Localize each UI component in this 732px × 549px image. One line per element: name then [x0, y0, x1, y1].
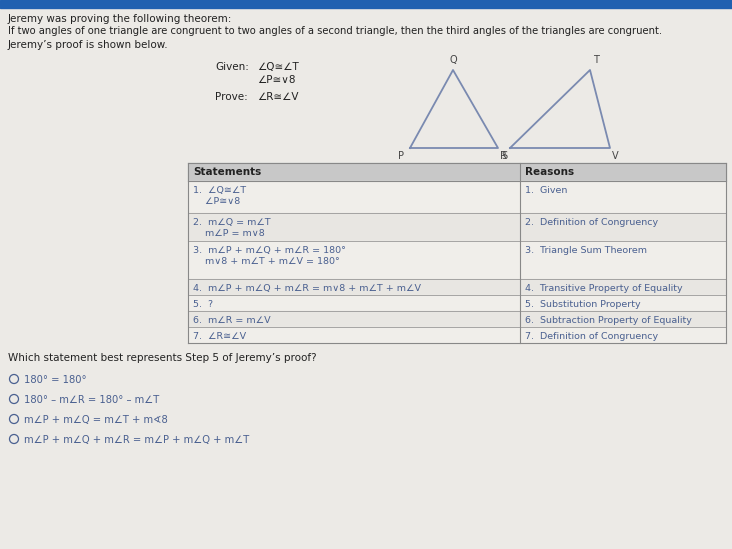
Text: Reasons: Reasons: [525, 167, 574, 177]
Text: V: V: [612, 151, 619, 161]
Bar: [188, 241, 726, 279]
Text: 7.  ∠R≅∠V: 7. ∠R≅∠V: [193, 332, 246, 341]
Text: P: P: [398, 151, 404, 161]
Text: 4.  m∠P + m∠Q + m∠R = m∨8 + m∠T + m∠V: 4. m∠P + m∠Q + m∠R = m∨8 + m∠T + m∠V: [193, 284, 421, 293]
Text: 3.  m∠P + m∠Q + m∠R = 180°: 3. m∠P + m∠Q + m∠R = 180°: [193, 246, 346, 255]
Bar: [188, 279, 726, 295]
Text: 6.  Subtraction Property of Equality: 6. Subtraction Property of Equality: [525, 316, 692, 325]
Text: 5.  ?: 5. ?: [193, 300, 213, 309]
Text: m∨8 + m∠T + m∠V = 180°: m∨8 + m∠T + m∠V = 180°: [193, 257, 340, 266]
Text: ∠R≅∠V: ∠R≅∠V: [257, 92, 299, 102]
Text: ∠P≅∨8: ∠P≅∨8: [257, 75, 296, 85]
Text: 1.  Given: 1. Given: [525, 186, 567, 195]
Text: m∠P = m∨8: m∠P = m∨8: [193, 229, 265, 238]
Bar: [188, 213, 726, 241]
Text: 5.  Substitution Property: 5. Substitution Property: [525, 300, 640, 309]
Text: Jeremy was proving the following theorem:: Jeremy was proving the following theorem…: [8, 14, 232, 24]
Text: Prove:: Prove:: [215, 92, 247, 102]
Text: 180° – m∠R = 180° – m∠T: 180° – m∠R = 180° – m∠T: [24, 395, 160, 405]
Text: Jeremy’s proof is shown below.: Jeremy’s proof is shown below.: [8, 40, 168, 50]
Text: 1.  ∠Q≅∠T: 1. ∠Q≅∠T: [193, 186, 246, 195]
Text: 6.  m∠R = m∠V: 6. m∠R = m∠V: [193, 316, 271, 325]
Text: m∠P + m∠Q + m∠R = m∠P + m∠Q + m∠T: m∠P + m∠Q + m∠R = m∠P + m∠Q + m∠T: [24, 435, 250, 445]
Text: 7.  Definition of Congruency: 7. Definition of Congruency: [525, 332, 658, 341]
Bar: [188, 295, 726, 311]
Text: Which statement best represents Step 5 of Jeremy’s proof?: Which statement best represents Step 5 o…: [8, 353, 317, 363]
Text: 2.  m∠Q = m∠T: 2. m∠Q = m∠T: [193, 218, 271, 227]
Text: R: R: [500, 151, 507, 161]
Bar: [188, 181, 726, 213]
Text: 4.  Transitive Property of Equality: 4. Transitive Property of Equality: [525, 284, 683, 293]
Bar: [0, 0, 732, 8]
Text: S: S: [502, 151, 508, 161]
Text: 3.  Triangle Sum Theorem: 3. Triangle Sum Theorem: [525, 246, 647, 255]
Text: ∠Q≅∠T: ∠Q≅∠T: [257, 62, 299, 72]
Text: 2.  Definition of Congruency: 2. Definition of Congruency: [525, 218, 658, 227]
Text: Given:: Given:: [215, 62, 249, 72]
Text: Q: Q: [449, 55, 457, 65]
Text: ∠P≅∨8: ∠P≅∨8: [193, 197, 240, 206]
Bar: [188, 311, 726, 327]
Text: 180° = 180°: 180° = 180°: [24, 375, 86, 385]
Text: T: T: [593, 55, 599, 65]
Text: Statements: Statements: [193, 167, 261, 177]
Bar: [188, 327, 726, 343]
Text: m∠P + m∠Q = m∠T + m∢8: m∠P + m∠Q = m∠T + m∢8: [24, 415, 168, 425]
Bar: [188, 163, 726, 181]
Text: If two angles of one triangle are congruent to two angles of a second triangle, : If two angles of one triangle are congru…: [8, 26, 662, 36]
Bar: [188, 163, 726, 343]
